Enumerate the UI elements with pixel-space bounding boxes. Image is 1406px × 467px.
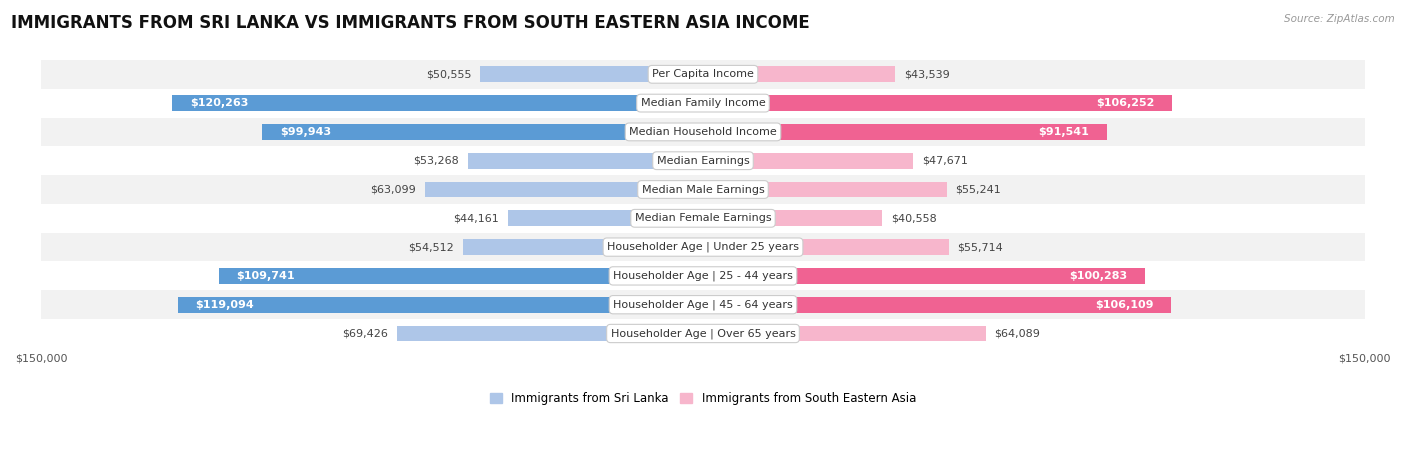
Bar [703,210,882,226]
Text: Householder Age | 25 - 44 years: Householder Age | 25 - 44 years [613,271,793,281]
Text: $120,263: $120,263 [190,98,249,108]
Text: Householder Age | Over 65 years: Householder Age | Over 65 years [610,328,796,339]
Bar [703,95,1171,111]
Text: $40,558: $40,558 [891,213,936,223]
Text: $55,241: $55,241 [956,184,1001,194]
Bar [219,268,703,284]
Bar [463,239,703,255]
Bar [508,210,703,226]
Bar [173,95,703,111]
Text: $119,094: $119,094 [195,300,254,310]
Bar [703,297,1171,312]
Bar [41,60,1365,89]
Text: $63,099: $63,099 [370,184,416,194]
Text: $69,426: $69,426 [342,328,388,339]
Bar [262,124,703,140]
Text: $50,555: $50,555 [426,69,471,79]
Text: $43,539: $43,539 [904,69,949,79]
Text: $64,089: $64,089 [994,328,1040,339]
Text: Source: ZipAtlas.com: Source: ZipAtlas.com [1284,14,1395,24]
Bar [41,262,1365,290]
Bar [703,124,1107,140]
Text: Median Male Earnings: Median Male Earnings [641,184,765,194]
Text: $106,252: $106,252 [1095,98,1154,108]
Text: Householder Age | Under 25 years: Householder Age | Under 25 years [607,242,799,252]
Text: $100,283: $100,283 [1070,271,1128,281]
Bar [468,153,703,169]
Legend: Immigrants from Sri Lanka, Immigrants from South Eastern Asia: Immigrants from Sri Lanka, Immigrants fr… [485,387,921,410]
Bar [703,268,1146,284]
Bar [703,325,986,341]
Bar [479,66,703,82]
Text: IMMIGRANTS FROM SRI LANKA VS IMMIGRANTS FROM SOUTH EASTERN ASIA INCOME: IMMIGRANTS FROM SRI LANKA VS IMMIGRANTS … [11,14,810,32]
Bar [41,146,1365,175]
Bar [41,89,1365,118]
Text: $55,714: $55,714 [957,242,1004,252]
Text: Median Household Income: Median Household Income [628,127,778,137]
Text: $54,512: $54,512 [408,242,454,252]
Text: Householder Age | 45 - 64 years: Householder Age | 45 - 64 years [613,299,793,310]
Text: $91,541: $91,541 [1038,127,1090,137]
Text: $44,161: $44,161 [454,213,499,223]
Text: $109,741: $109,741 [236,271,295,281]
Text: Median Family Income: Median Family Income [641,98,765,108]
Bar [703,182,946,198]
Text: Per Capita Income: Per Capita Income [652,69,754,79]
Bar [425,182,703,198]
Text: Median Female Earnings: Median Female Earnings [634,213,772,223]
Bar [41,175,1365,204]
Bar [703,239,949,255]
Bar [396,325,703,341]
Bar [41,319,1365,348]
Bar [703,66,896,82]
Text: $53,268: $53,268 [413,156,460,166]
Text: $99,943: $99,943 [280,127,330,137]
Text: Median Earnings: Median Earnings [657,156,749,166]
Bar [41,118,1365,146]
Bar [177,297,703,312]
Bar [703,153,914,169]
Bar [41,204,1365,233]
Bar [41,290,1365,319]
Text: $47,671: $47,671 [922,156,967,166]
Text: $106,109: $106,109 [1095,300,1153,310]
Bar [41,233,1365,262]
